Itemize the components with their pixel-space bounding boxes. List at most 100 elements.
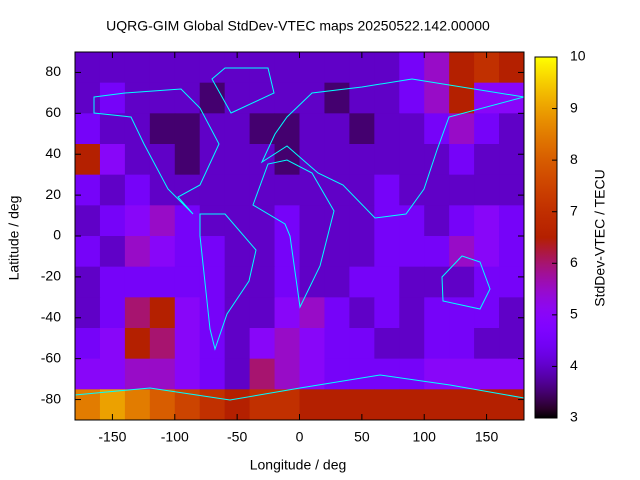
- heatmap-cell: [474, 205, 500, 237]
- heatmap-cell: [424, 205, 450, 237]
- heatmap-cell: [124, 174, 151, 206]
- heatmap-cell: [274, 205, 300, 237]
- heatmap-cell: [149, 205, 176, 237]
- heatmap-cell: [474, 113, 500, 145]
- heatmap-cell: [299, 174, 325, 206]
- x-tick-label: -50: [227, 429, 247, 445]
- heatmap-cell: [274, 52, 300, 84]
- heatmap-cell: [149, 389, 176, 421]
- y-tick-label: -60: [41, 349, 61, 365]
- heatmap-cell: [124, 297, 151, 329]
- heatmap-cell: [99, 266, 126, 298]
- heatmap-cell: [499, 266, 525, 298]
- heatmap-cell: [399, 82, 425, 114]
- heatmap-cell: [149, 266, 176, 298]
- heatmap-cell: [124, 113, 151, 145]
- chart-title: UQRG-GIM Global StdDev-VTEC maps 2025052…: [106, 18, 490, 34]
- heatmap-cell: [474, 266, 500, 298]
- heatmap-cell: [199, 236, 226, 268]
- heatmap-cell: [174, 52, 201, 84]
- colorbar-tick-label: 8: [570, 151, 578, 167]
- heatmap-cell: [124, 82, 151, 114]
- heatmap-cell: [99, 328, 126, 360]
- heatmap-cell: [374, 236, 400, 268]
- coastline: [441, 255, 491, 310]
- heatmap-cell: [274, 297, 300, 329]
- heatmap-cell: [99, 174, 126, 206]
- heatmap-cell: [274, 358, 300, 390]
- x-tick-label: 50: [354, 429, 370, 445]
- heatmap-cell: [349, 174, 375, 206]
- heatmap-cell: [324, 236, 350, 268]
- heatmap-cell: [249, 358, 276, 390]
- heatmap-cell: [474, 144, 500, 176]
- heatmap-cell: [224, 236, 251, 268]
- heatmap-cell: [399, 236, 425, 268]
- heatmap-cell: [324, 358, 350, 390]
- heatmap-cell: [324, 174, 350, 206]
- heatmap-cell: [449, 174, 475, 206]
- heatmap-cell: [424, 52, 450, 84]
- heatmap-cell: [374, 328, 400, 360]
- heatmap-cell: [499, 205, 525, 237]
- heatmap-cell: [199, 144, 226, 176]
- heatmap-cell: [399, 266, 425, 298]
- y-tick-label: 0: [53, 227, 61, 243]
- heatmap-cell: [199, 113, 226, 145]
- heatmap-cell: [249, 144, 276, 176]
- heatmap-cell: [399, 389, 425, 421]
- heatmap-cell: [249, 328, 276, 360]
- heatmap-cell: [349, 358, 375, 390]
- heatmap-cell: [199, 82, 226, 114]
- heatmap-cell: [199, 174, 226, 206]
- heatmap-cell: [399, 174, 425, 206]
- heatmap-cell: [224, 328, 251, 360]
- heatmap-cell: [399, 205, 425, 237]
- colorbar-tick-label: 6: [570, 254, 578, 270]
- heatmap-cell: [499, 236, 525, 268]
- heatmap-cell: [424, 236, 450, 268]
- coastline: [211, 67, 275, 114]
- heatmap-cell: [124, 266, 151, 298]
- colorbar-tick-label: 3: [570, 409, 578, 425]
- heatmap-cell: [349, 205, 375, 237]
- heatmap-cell: [149, 144, 176, 176]
- heatmap-cell: [199, 389, 226, 421]
- heatmap-cell: [374, 358, 400, 390]
- heatmap-cell: [99, 82, 126, 114]
- heatmap-cell: [174, 266, 201, 298]
- heatmap-cell: [249, 236, 276, 268]
- heatmap-cell: [449, 144, 475, 176]
- heatmap-cell: [349, 297, 375, 329]
- heatmap-cell: [499, 358, 525, 390]
- heatmap-cell: [124, 236, 151, 268]
- heatmap-cell: [174, 174, 201, 206]
- coastline: [199, 213, 257, 351]
- heatmap-cell: [499, 328, 525, 360]
- heatmap-cell: [249, 266, 276, 298]
- heatmap-cell: [149, 236, 176, 268]
- heatmap-cell: [75, 52, 101, 84]
- heatmap-cell: [424, 389, 450, 421]
- heatmap-cell: [374, 113, 400, 145]
- heatmap-cell: [324, 389, 350, 421]
- heatmap-cell: [299, 389, 325, 421]
- heatmap-cell: [424, 144, 450, 176]
- heatmap-cell: [124, 389, 151, 421]
- heatmap-cell: [349, 328, 375, 360]
- heatmap-cell: [224, 297, 251, 329]
- heatmap-cell: [324, 266, 350, 298]
- heatmap-cell: [99, 297, 126, 329]
- x-tick-label: 150: [475, 429, 499, 445]
- heatmap-cell: [299, 144, 325, 176]
- heatmap-cell: [224, 266, 251, 298]
- colorbar-tick-label: 7: [570, 202, 578, 218]
- heatmap-cell: [75, 205, 101, 237]
- heatmap-cell: [149, 328, 176, 360]
- heatmap-cell: [249, 297, 276, 329]
- heatmap-cell: [499, 297, 525, 329]
- heatmap-cell: [474, 358, 500, 390]
- heatmap-cell: [374, 205, 400, 237]
- heatmap-cell: [474, 236, 500, 268]
- colorbar-tick-label: 4: [570, 357, 578, 373]
